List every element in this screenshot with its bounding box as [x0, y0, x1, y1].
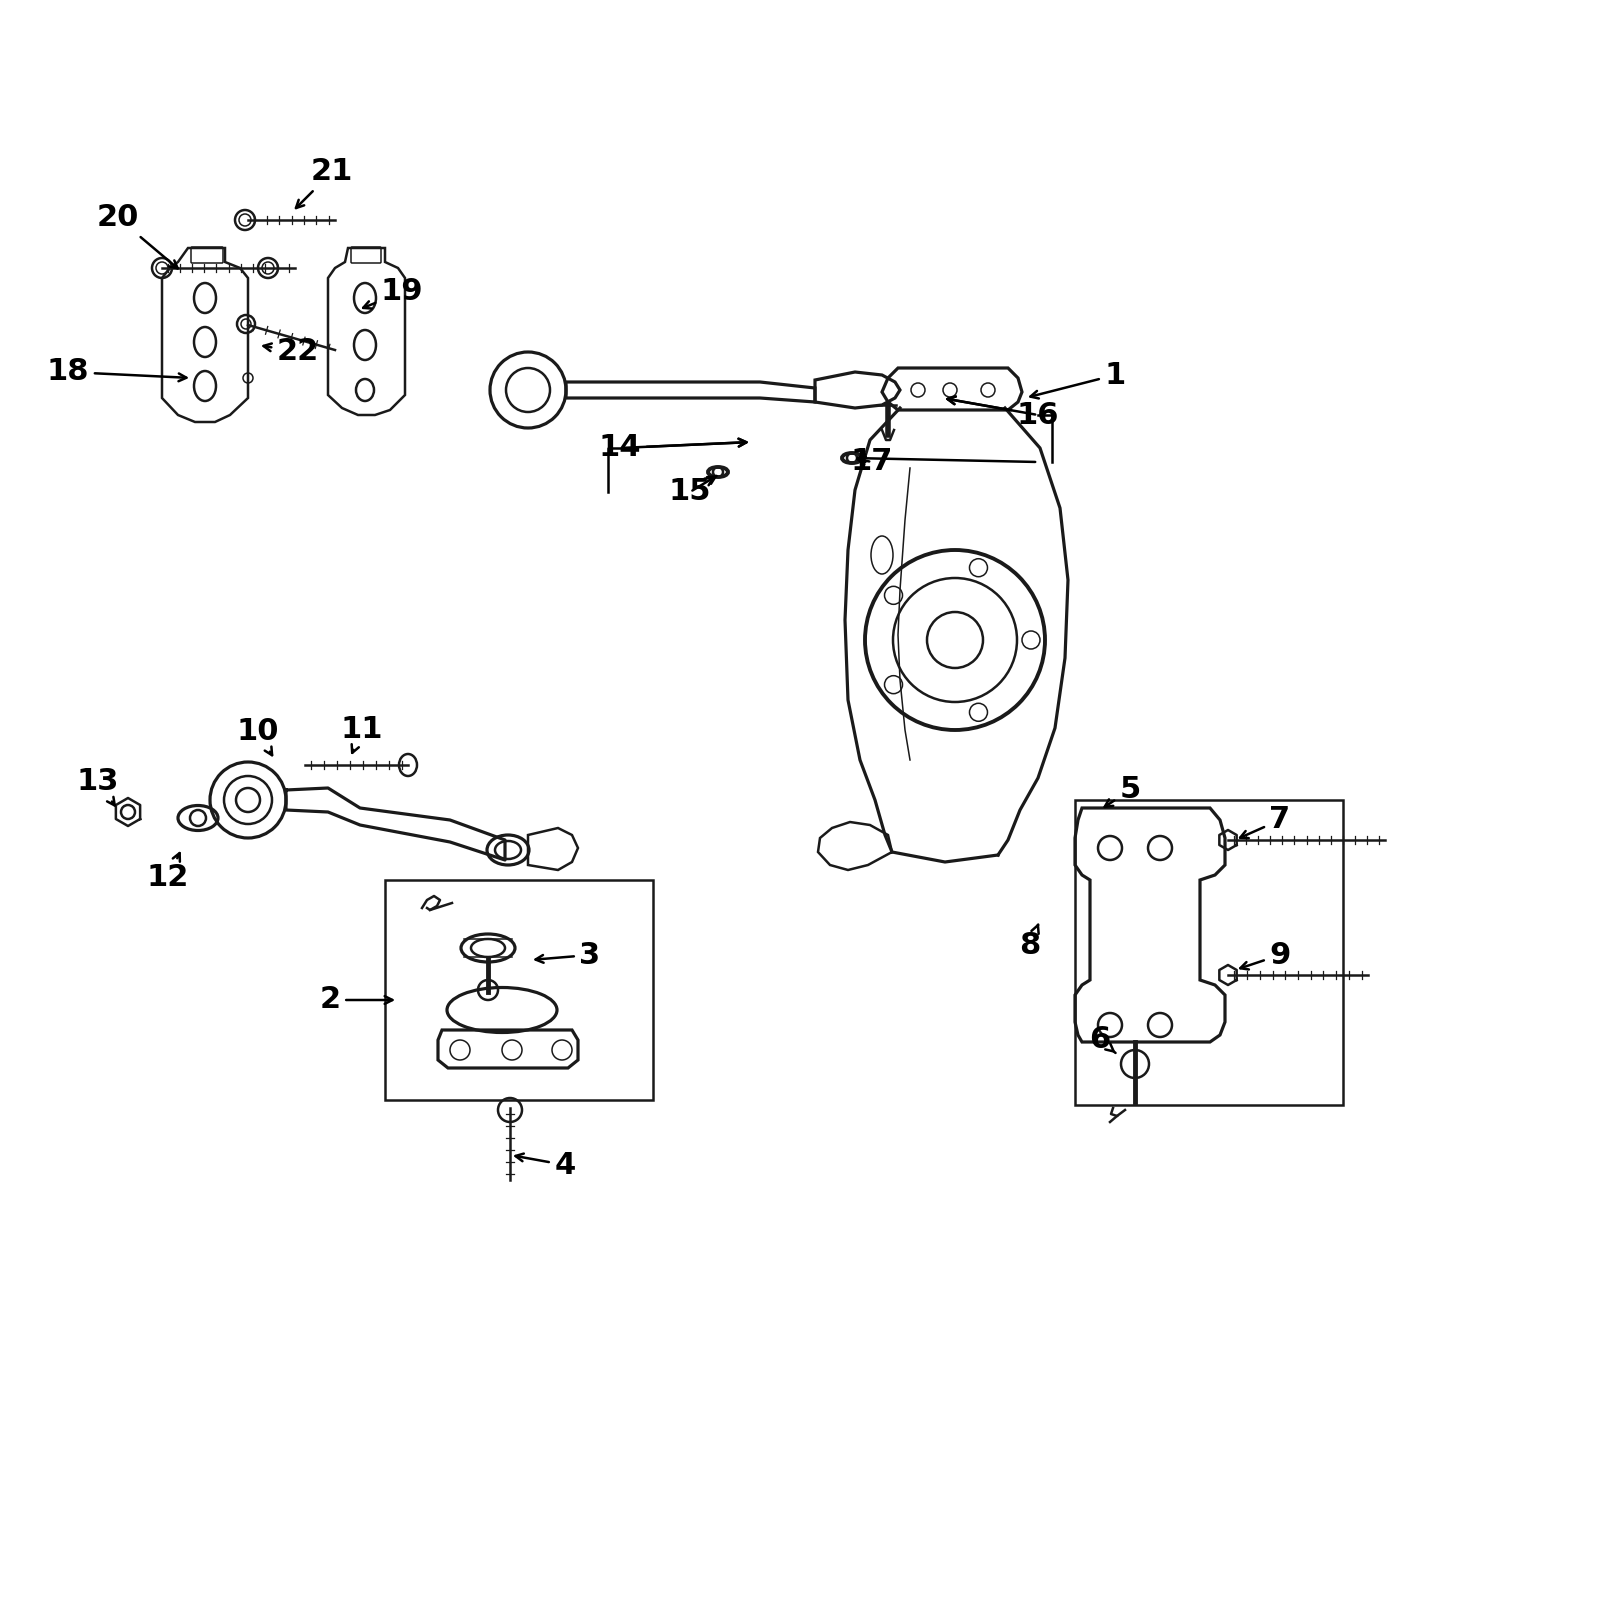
Text: 6: 6 — [1090, 1026, 1115, 1054]
Text: 19: 19 — [363, 277, 424, 309]
Text: 22: 22 — [264, 338, 318, 366]
Text: 9: 9 — [1240, 941, 1291, 970]
Text: 1: 1 — [1030, 360, 1126, 398]
Text: 12: 12 — [147, 853, 189, 893]
Text: 16: 16 — [947, 397, 1059, 429]
Text: 13: 13 — [77, 768, 118, 805]
Text: 7: 7 — [1240, 805, 1291, 838]
Text: 4: 4 — [515, 1150, 576, 1179]
Text: 10: 10 — [237, 717, 280, 755]
Text: 15: 15 — [669, 475, 717, 507]
Text: 20: 20 — [98, 203, 178, 269]
Text: 5: 5 — [1104, 776, 1141, 806]
Text: 21: 21 — [296, 157, 354, 208]
Text: 8: 8 — [1019, 925, 1040, 960]
Bar — [386, 880, 653, 1101]
Text: 3: 3 — [536, 941, 600, 970]
Bar — [1075, 800, 1342, 1106]
Text: 11: 11 — [341, 715, 384, 754]
Text: 18: 18 — [46, 357, 187, 387]
Text: 2: 2 — [320, 986, 392, 1014]
Text: 14: 14 — [598, 434, 747, 462]
Text: 17: 17 — [851, 448, 893, 477]
